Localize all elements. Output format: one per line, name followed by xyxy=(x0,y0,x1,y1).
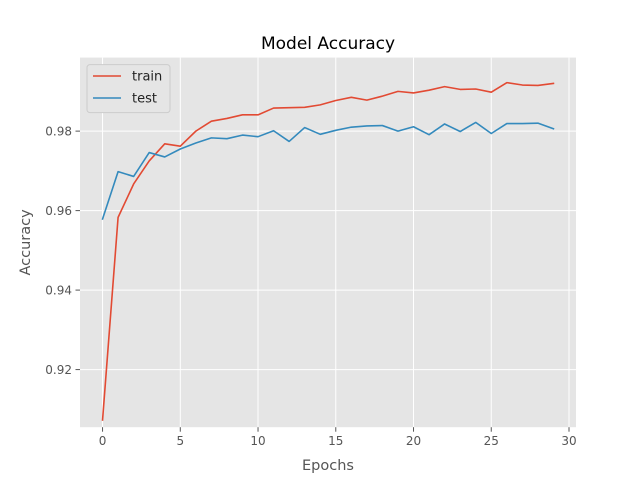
y-tick-label: 0.96 xyxy=(45,204,72,218)
x-tick-label: 15 xyxy=(328,434,343,448)
legend-label-train: train xyxy=(132,70,162,85)
plot-area xyxy=(80,57,576,428)
series-lines xyxy=(101,81,555,421)
legend-label-test: test xyxy=(132,92,157,107)
x-tick-label: 30 xyxy=(561,434,576,448)
x-axis-label: Epochs xyxy=(302,458,354,474)
x-tick-label: 5 xyxy=(176,434,184,448)
y-tick-label: 0.92 xyxy=(45,363,72,377)
x-axis-ticks: 0 5 10 15 20 25 30 xyxy=(99,427,577,448)
x-tick-label: 10 xyxy=(250,434,265,448)
chart-title: Model Accuracy xyxy=(261,34,395,54)
legend: train test xyxy=(86,64,171,114)
y-tick-label: 0.94 xyxy=(45,283,72,297)
y-axis-label: Accuracy xyxy=(18,209,34,276)
x-tick-label: 0 xyxy=(99,434,107,448)
y-axis-ticks: 0.92 0.94 0.96 0.98 xyxy=(45,124,80,377)
y-tick-label: 0.98 xyxy=(45,124,72,138)
grid-lines xyxy=(80,57,576,428)
x-tick-label: 20 xyxy=(406,434,421,448)
x-tick-label: 25 xyxy=(484,434,499,448)
series-line-test xyxy=(101,121,555,220)
series-line-train xyxy=(101,81,555,421)
